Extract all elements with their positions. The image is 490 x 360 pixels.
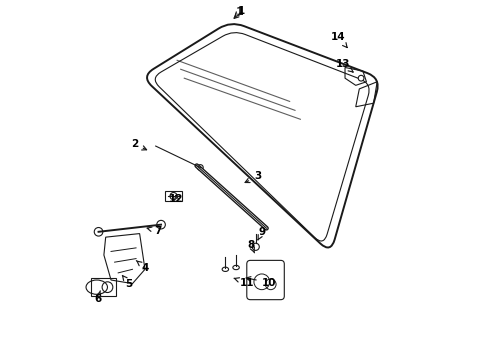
Text: 9: 9 — [258, 227, 266, 240]
Text: 13: 13 — [336, 59, 353, 72]
Text: 10: 10 — [246, 277, 276, 288]
Text: 2: 2 — [131, 139, 147, 150]
Circle shape — [358, 75, 364, 81]
Bar — [92, 278, 117, 296]
Text: 12: 12 — [169, 194, 184, 203]
Text: 4: 4 — [136, 261, 148, 273]
Text: 7: 7 — [147, 226, 161, 236]
Text: 11: 11 — [234, 278, 254, 288]
Text: 14: 14 — [331, 32, 347, 48]
Text: 3: 3 — [245, 171, 261, 183]
Text: 5: 5 — [122, 275, 132, 289]
Text: 1: 1 — [236, 7, 244, 17]
Text: 8: 8 — [247, 240, 255, 253]
Text: 6: 6 — [94, 291, 101, 303]
Text: 1: 1 — [234, 6, 245, 18]
